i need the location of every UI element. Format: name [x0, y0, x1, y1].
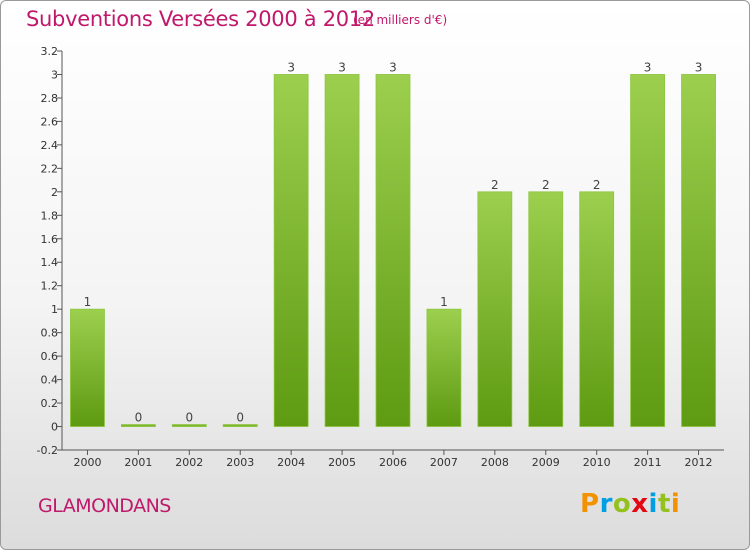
- bar-2006: [375, 74, 411, 427]
- x-tick-label: 2012: [685, 456, 713, 469]
- data-label-2007: 1: [440, 295, 448, 309]
- bar-2012: [681, 74, 716, 427]
- bar-2011: [630, 74, 666, 427]
- logo-letter: r: [599, 489, 613, 519]
- logo-letter: t: [657, 489, 671, 519]
- logo-letter: o: [612, 489, 632, 519]
- bar-2009: [528, 191, 564, 427]
- data-label-2008: 2: [491, 178, 499, 192]
- data-label-2003: 0: [236, 411, 244, 425]
- data-label-2000: 1: [84, 295, 92, 309]
- y-tick-label: 2.6: [41, 115, 59, 128]
- bar-2007: [426, 308, 462, 427]
- logo-letter: x: [631, 489, 649, 519]
- x-tick-label: 2007: [430, 456, 458, 469]
- data-label-2001: 0: [135, 411, 143, 425]
- y-tick-label: 1.6: [41, 233, 59, 246]
- x-tick-label: 2010: [583, 456, 611, 469]
- y-tick-label: 1.4: [41, 256, 59, 269]
- y-tick-label: 2.4: [41, 139, 59, 152]
- y-tick-label: 0.8: [41, 327, 59, 340]
- x-tick-label: 2005: [328, 456, 356, 469]
- y-tick-label: 0: [51, 421, 58, 434]
- y-tick-label: 0.4: [41, 374, 59, 387]
- x-tick-label: 2001: [124, 456, 152, 469]
- chart-bars: 1 0 0 0 3 3 3 1 2 2 2 3 3: [70, 60, 716, 427]
- data-label-2002: 0: [185, 411, 193, 425]
- proxiti-logo: Proxiti: [580, 489, 680, 519]
- bar-2004: [273, 74, 309, 427]
- y-tick-label: 1.2: [41, 280, 59, 293]
- y-tick-label: 1.8: [41, 209, 59, 222]
- bar-2000: [70, 308, 105, 427]
- data-label-2009: 2: [542, 178, 550, 192]
- chart-subtitle: (en milliers d'€): [353, 13, 448, 27]
- y-tick-label: 2: [51, 186, 58, 199]
- y-tick-label: 0.2: [41, 397, 59, 410]
- x-tick-label: 2003: [226, 456, 254, 469]
- chart-title: Subventions Versées 2000 à 2012: [26, 7, 375, 31]
- data-label-2012: 3: [695, 60, 703, 74]
- x-tick-label: 2002: [175, 456, 203, 469]
- bar-2002: [171, 424, 207, 427]
- logo-letter: P: [580, 489, 600, 519]
- bar-2003: [222, 424, 258, 427]
- x-tick-label: 2000: [73, 456, 101, 469]
- data-label-2005: 3: [338, 60, 346, 74]
- y-tick-label: 3: [51, 68, 58, 81]
- y-tick-label: 0.6: [41, 350, 59, 363]
- bar-2005: [324, 74, 360, 427]
- y-tick-label: -0.2: [37, 444, 58, 457]
- x-tick-label: 2009: [532, 456, 560, 469]
- bar-2001: [120, 424, 156, 427]
- y-tick-label: 2.2: [41, 162, 59, 175]
- data-label-2004: 3: [287, 60, 295, 74]
- commune-name: GLAMONDANS: [38, 495, 171, 517]
- chart-axes: 3.2 3 2.8 2.6 2.4 2.2 2 1.8 1.6 1.4 1.2 1 0.8 0.6 0.4 0…: [37, 45, 724, 469]
- data-label-2011: 3: [644, 60, 652, 74]
- logo-letter: i: [648, 489, 658, 519]
- x-tick-label: 2011: [634, 456, 662, 469]
- data-label-2010: 2: [593, 178, 601, 192]
- bar-2008: [477, 191, 513, 427]
- x-tick-label: 2008: [481, 456, 509, 469]
- y-tick-label: 3.2: [41, 45, 59, 58]
- x-tick-label: 2006: [379, 456, 407, 469]
- x-tick-label: 2004: [277, 456, 305, 469]
- data-label-2006: 3: [389, 60, 397, 74]
- bar-2010: [579, 191, 615, 427]
- logo-letter: i: [670, 489, 681, 519]
- y-tick-label: 1: [51, 303, 58, 316]
- y-tick-label: 2.8: [41, 92, 59, 105]
